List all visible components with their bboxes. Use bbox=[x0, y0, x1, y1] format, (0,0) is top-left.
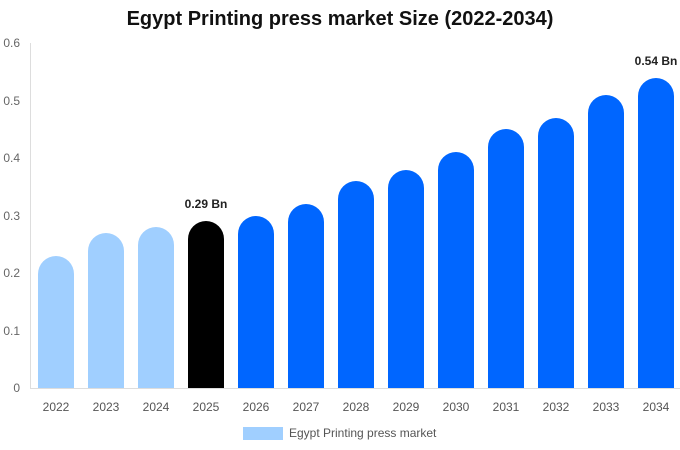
bar-2029[interactable] bbox=[388, 169, 424, 388]
legend[interactable]: Egypt Printing press market bbox=[243, 426, 436, 440]
x-tick-label: 2023 bbox=[92, 400, 120, 414]
x-tick-label: 2030 bbox=[442, 400, 470, 414]
bar-2034[interactable] bbox=[638, 77, 674, 388]
x-tick-label: 2024 bbox=[142, 400, 170, 414]
x-axis-line bbox=[30, 388, 680, 389]
x-tick-label: 2032 bbox=[542, 400, 570, 414]
bar-2033[interactable] bbox=[588, 94, 624, 388]
chart-title: Egypt Printing press market Size (2022-2… bbox=[126, 8, 554, 30]
bar-2024[interactable] bbox=[138, 227, 174, 388]
bar-2027[interactable] bbox=[288, 204, 324, 388]
bar-2031[interactable] bbox=[488, 129, 524, 388]
x-tick-label: 2027 bbox=[292, 400, 320, 414]
bar-2032[interactable] bbox=[538, 117, 574, 388]
y-tick-label: 0.3 bbox=[3, 208, 20, 223]
x-tick-label: 2029 bbox=[392, 400, 420, 414]
data-label: 0.54 Bn bbox=[634, 53, 678, 68]
bar-2022[interactable] bbox=[38, 255, 74, 388]
x-tick-label: 2034 bbox=[642, 400, 670, 414]
bar-2030[interactable] bbox=[438, 152, 474, 388]
y-tick-label: 0.5 bbox=[3, 93, 20, 108]
bar-2023[interactable] bbox=[88, 232, 124, 388]
x-tick-label: 2025 bbox=[192, 400, 220, 414]
legend-swatch bbox=[243, 426, 283, 440]
bar-2026[interactable] bbox=[238, 215, 274, 388]
x-tick-label: 2028 bbox=[342, 400, 370, 414]
y-axis-line bbox=[30, 43, 31, 389]
y-tick-label: 0.4 bbox=[3, 151, 20, 165]
y-tick-label: 0.2 bbox=[3, 266, 20, 280]
bar-2025[interactable] bbox=[188, 221, 224, 388]
x-tick-label: 2031 bbox=[492, 400, 520, 414]
x-tick-label: 2026 bbox=[242, 400, 270, 414]
y-tick-label: 0.6 bbox=[3, 36, 20, 50]
x-tick-label: 2022 bbox=[42, 400, 70, 414]
y-tick-label: 0.1 bbox=[3, 323, 20, 338]
legend-label: Egypt Printing press market bbox=[289, 426, 437, 440]
bar-2028[interactable] bbox=[338, 181, 374, 388]
data-label: 0.29 Bn bbox=[184, 197, 228, 212]
x-tick-label: 2033 bbox=[592, 400, 620, 414]
y-tick-label: 0 bbox=[13, 381, 20, 395]
